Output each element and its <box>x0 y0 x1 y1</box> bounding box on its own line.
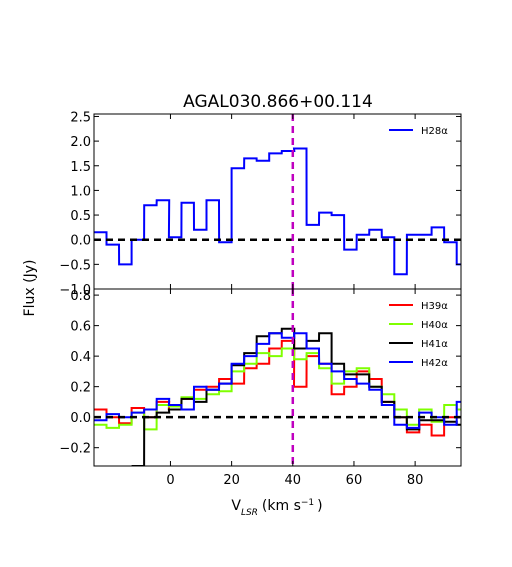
chart-title: AGAL030.866+00.114 <box>183 92 373 112</box>
x-tick-label: 20 <box>223 473 240 488</box>
top-panel: −1.0 −0.5 0.0 0.5 1.0 1.5 2.0 2.5 H28α <box>59 110 462 298</box>
legend-label-H28α: H28α <box>421 126 448 137</box>
x-axis-label: VLSR (km s−1) <box>231 498 322 518</box>
y-tick-label: 2.0 <box>70 135 91 150</box>
legend-label-H40α: H40α <box>421 320 448 331</box>
x-tick-label: 0 <box>166 473 174 488</box>
y-tick-label: 2.5 <box>70 110 91 125</box>
x-tick-label: 60 <box>346 473 363 488</box>
x-axis-label-close: ) <box>317 498 322 514</box>
x-axis-label-sup: −1 <box>301 498 314 508</box>
x-axis-label-v: V <box>231 498 241 514</box>
y-tick-label: 0.4 <box>70 350 91 365</box>
y-tick-label: −1.0 <box>59 283 91 298</box>
series-H42α-line <box>94 332 461 429</box>
y-tick-label: 0.2 <box>70 381 91 396</box>
x-tick-label: 80 <box>407 473 424 488</box>
x-axis-label-unit: (km s <box>262 498 301 514</box>
x-tick-label: 40 <box>285 473 302 488</box>
y-tick-label: −0.2 <box>59 442 91 457</box>
x-axis-label-sub: LSR <box>241 508 258 518</box>
legend-label-H39α: H39α <box>421 301 448 312</box>
bottom-panel: −0.2 0.0 0.2 0.4 0.6 0.8 0 20 40 60 80 H39α H40α H41α… <box>59 288 462 488</box>
y-tick-label: 1.5 <box>70 160 91 175</box>
y-tick-label: 0.5 <box>70 209 91 224</box>
series-H41α-line <box>131 327 461 466</box>
y-tick-label: −0.5 <box>59 258 91 273</box>
y-tick-label: 0.6 <box>70 320 91 335</box>
legend-label-H42α: H42α <box>421 358 448 369</box>
plot-frame <box>93 288 462 467</box>
y-tick-label: 0.0 <box>70 411 91 426</box>
y-tick-label: 1.0 <box>70 184 91 199</box>
y-tick-label: 0.8 <box>70 289 91 304</box>
y-axis-label: Flux (Jy) <box>22 260 38 317</box>
legend-label-H41α: H41α <box>421 339 448 350</box>
y-tick-label: 0.0 <box>70 234 91 249</box>
series-H28α-line <box>94 147 461 276</box>
